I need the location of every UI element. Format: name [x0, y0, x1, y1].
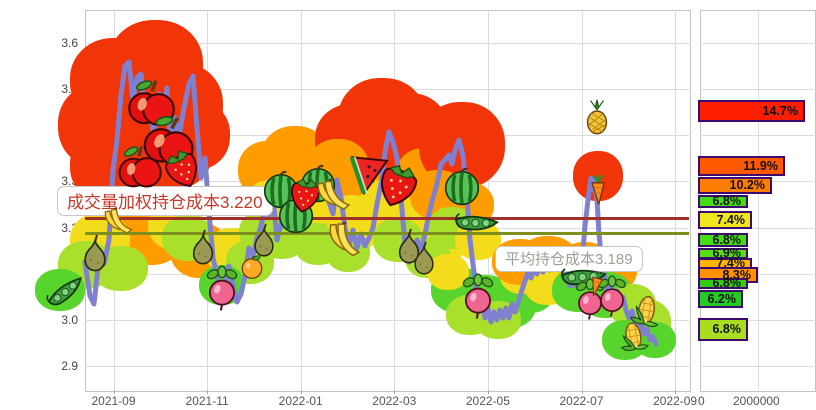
- profile-axis-tick-label: 0: [698, 394, 705, 408]
- volume-profile-bar: 10.2%: [698, 177, 772, 194]
- x-axis-tick: [487, 390, 489, 394]
- gridline-y: [700, 365, 814, 367]
- corn-icon: [612, 318, 654, 360]
- x-axis-tick: [581, 390, 583, 394]
- x-axis-tick-label: 2022-09: [653, 394, 698, 408]
- x-axis-tick-label: 2021-09: [91, 394, 136, 408]
- volume-profile-bar: 6.8%: [698, 276, 748, 291]
- vwap-cost-label: 成交量加权持仓成本3.220: [57, 186, 273, 216]
- volume-profile-bar: 6.8%: [698, 233, 748, 247]
- x-axis-tick-label: 2022-01: [278, 394, 323, 408]
- pear-icon: [406, 240, 442, 276]
- x-axis-tick-label: 2022-07: [559, 394, 604, 408]
- peas-icon: [40, 266, 91, 317]
- x-axis-tick-label: 2022-05: [465, 394, 510, 408]
- banana-icon: [320, 216, 369, 265]
- profile-axis-tick-label: 2000000: [733, 394, 780, 408]
- volume-profile-bar: 6.8%: [698, 195, 748, 208]
- volume-profile-bar-label: 14.7%: [762, 103, 798, 118]
- volume-profile-bar-label: 6.8%: [712, 276, 742, 291]
- y-axis-tick-label: 2.9: [61, 358, 78, 373]
- volume-profile-bar-label: 6.8%: [712, 322, 742, 337]
- gridline-y: [700, 135, 814, 137]
- gridline-x: [675, 10, 677, 390]
- x-axis-tick: [113, 390, 115, 394]
- x-axis-tick-label: 2021-11: [185, 394, 229, 408]
- avg-cost-line: [85, 231, 689, 235]
- pineapple-icon: [579, 99, 615, 135]
- gridline-y: [700, 89, 814, 91]
- volume-profile-bar-label: 7.4%: [716, 212, 746, 227]
- x-axis-tick: [394, 390, 396, 394]
- volume-profile-bar-label: 8.3%: [722, 267, 752, 282]
- volume-profile-bar-label: 7.4%: [716, 256, 746, 271]
- gridline-y: [85, 43, 689, 44]
- volume-profile-bar-label: 6.9%: [712, 246, 742, 261]
- x-axis-tick-label: 2022-03: [372, 394, 417, 408]
- carrot-icon: [582, 174, 614, 206]
- volume-profile-bar: 6.8%: [698, 318, 748, 341]
- volume-profile-bar-label: 10.2%: [729, 178, 765, 193]
- volume-profile-bar: 14.7%: [698, 100, 805, 122]
- x-axis-tick: [675, 390, 677, 394]
- gridline-y: [700, 227, 814, 229]
- gridline-x: [758, 10, 759, 390]
- y-axis-tick-label: 3.0: [61, 312, 78, 327]
- y-axis-tick-label: 3.6: [61, 36, 78, 50]
- gridline-y: [700, 319, 814, 321]
- radish-icon: [455, 273, 501, 319]
- x-axis-tick: [300, 390, 302, 394]
- volume-profile-bar: 6.2%: [698, 290, 743, 308]
- volume-profile-bar: 11.9%: [698, 156, 785, 176]
- x-axis-tick: [207, 390, 209, 394]
- volume-profile-bar-label: 11.9%: [743, 158, 778, 173]
- volume-profile-bar: 7.4%: [698, 211, 752, 229]
- gridline-y: [85, 365, 689, 367]
- volume-profile-bar-label: 6.2%: [707, 291, 737, 306]
- volume-profile-bar-label: 6.8%: [712, 194, 742, 209]
- pear-icon: [184, 228, 222, 266]
- volume-profile-bar-label: 6.8%: [712, 232, 742, 247]
- gridline-y: [700, 43, 814, 44]
- vwap-cost-line: [85, 217, 689, 221]
